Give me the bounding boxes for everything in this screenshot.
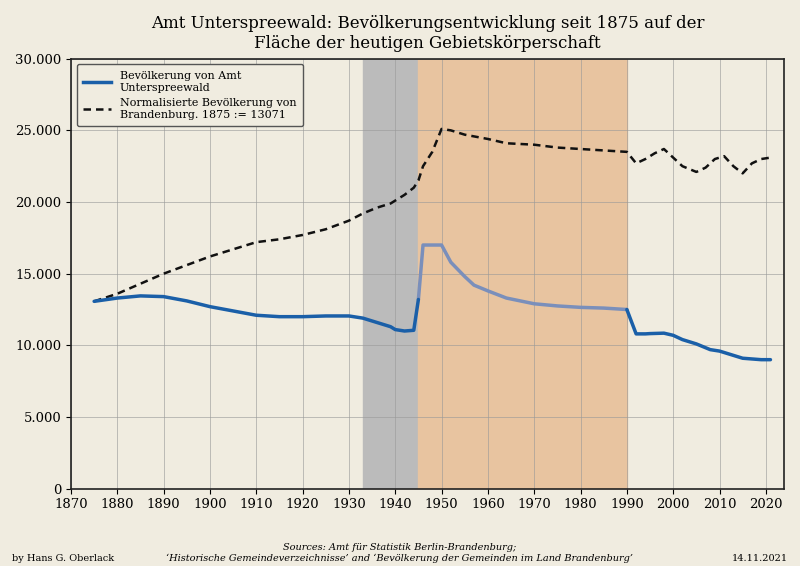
Legend: Bevölkerung von Amt
Unterspreewald, Normalisierte Bevölkerung von
Brandenburg. 1: Bevölkerung von Amt Unterspreewald, Norm… (77, 65, 303, 126)
Bar (363, 59, 418, 488)
Title: Amt Unterspreewald: Bevölkerungsentwicklung seit 1875 auf der
Fläche der heutige: Amt Unterspreewald: Bevölkerungsentwickl… (151, 15, 705, 52)
Text: by Hans G. Oberlack: by Hans G. Oberlack (12, 554, 114, 563)
Text: Sources: Amt für Statistik Berlin-Brandenburg;
‘Historische Gemeindeverzeichniss: Sources: Amt für Statistik Berlin-Brande… (166, 543, 634, 563)
Bar (418, 59, 627, 488)
Text: 14.11.2021: 14.11.2021 (732, 554, 788, 563)
